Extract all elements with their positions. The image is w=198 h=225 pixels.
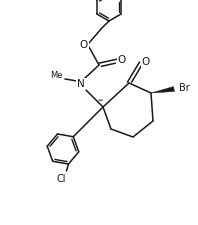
Text: O: O bbox=[80, 40, 88, 50]
Text: Me: Me bbox=[50, 72, 62, 81]
Text: O: O bbox=[142, 57, 150, 67]
Polygon shape bbox=[151, 87, 174, 93]
Text: Cl: Cl bbox=[57, 174, 66, 184]
Text: O: O bbox=[118, 55, 126, 65]
Text: Br: Br bbox=[179, 83, 189, 93]
Text: N: N bbox=[77, 79, 85, 89]
Text: **: ** bbox=[98, 99, 104, 104]
